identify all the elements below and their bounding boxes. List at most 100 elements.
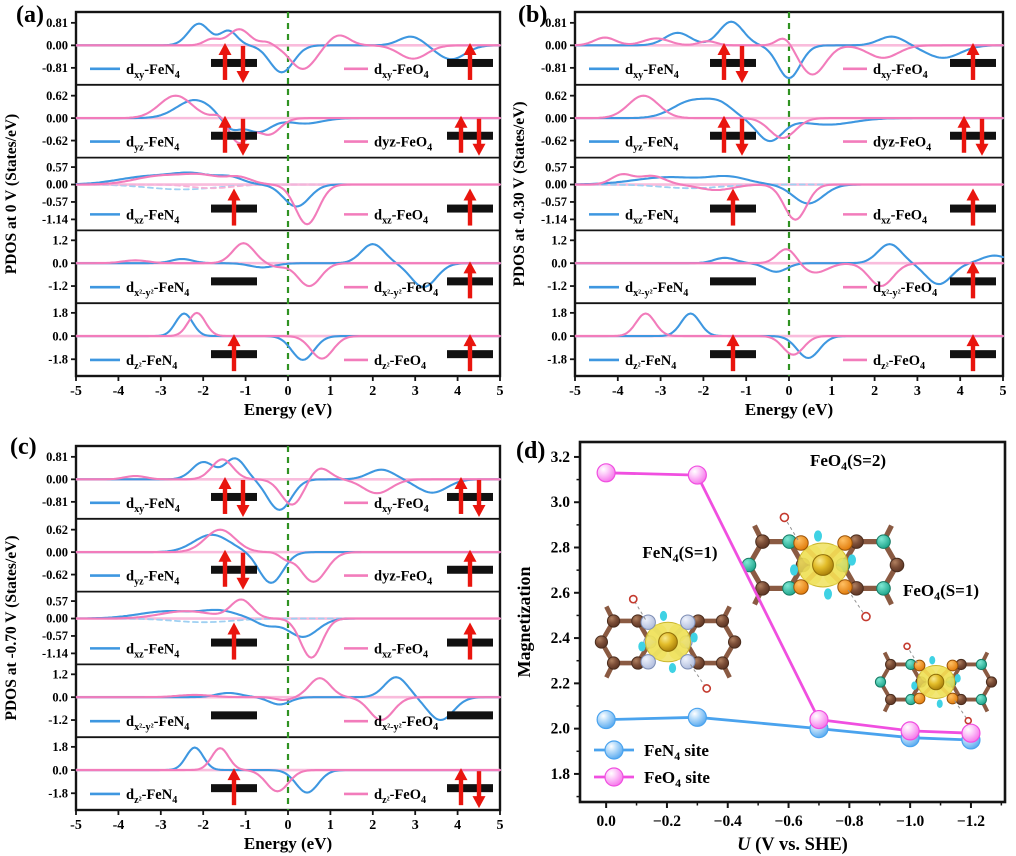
svg-text:FeO4 site: FeO4 site — [644, 768, 710, 790]
svg-text:dx²-y²-FeO4: dx²-y²-FeO4 — [374, 280, 438, 299]
spin-level-up-down — [211, 115, 257, 156]
svg-text:4: 4 — [454, 384, 461, 399]
svg-text:0.0: 0.0 — [52, 690, 68, 704]
svg-text:0.0: 0.0 — [551, 329, 567, 343]
svg-text:4: 4 — [957, 384, 964, 399]
svg-text:2: 2 — [871, 384, 878, 399]
svg-text:-1.2: -1.2 — [547, 279, 567, 293]
svg-text:dxy-FeN4: dxy-FeN4 — [625, 62, 679, 81]
data-point — [687, 465, 707, 485]
panel-label-c: (c) — [10, 434, 37, 460]
pdos-subpanel-dz2: 1.8 0.0 -1.8 dz²-FeN4 dz²-FeO4 — [48, 740, 502, 809]
svg-text:dxy-FeO4: dxy-FeO4 — [374, 62, 429, 81]
svg-text:3.0: 3.0 — [551, 494, 571, 511]
spin-level-up — [950, 188, 996, 226]
spin-level-none — [211, 711, 257, 720]
svg-text:0.00: 0.00 — [46, 473, 68, 487]
svg-text:-1.14: -1.14 — [42, 647, 69, 661]
svg-text:1: 1 — [828, 384, 835, 399]
data-point — [809, 709, 829, 730]
svg-text:-4: -4 — [113, 384, 125, 399]
svg-text:-0.62: -0.62 — [42, 134, 68, 148]
svg-text:dz²-FeN4: dz²-FeN4 — [126, 353, 177, 372]
pdos-axes: -5 -4 -3 -2 -1 0 1 2 3 4 5 Energy (eV) PDOS at -0.30… — [511, 10, 1007, 419]
pdos-subpanel-dx2-y2: 1.2 0.0 -1.2 dx²-y²-FeN4 dx²-y²-FeO4 — [547, 234, 1005, 299]
svg-text:2: 2 — [369, 384, 376, 399]
svg-text:-2: -2 — [698, 384, 710, 399]
spin-level-up-down — [211, 549, 257, 590]
svg-text:Energy (eV): Energy (eV) — [244, 834, 332, 853]
svg-text:-4: -4 — [113, 818, 125, 833]
svg-text:FeN4(S=1): FeN4(S=1) — [642, 543, 717, 565]
svg-text:1: 1 — [327, 818, 334, 833]
svg-text:Energy (eV): Energy (eV) — [745, 400, 833, 419]
molecule-inset-FeO4-S2 — [741, 512, 905, 622]
svg-text:1.2: 1.2 — [52, 234, 68, 248]
svg-text:1.8: 1.8 — [551, 766, 571, 783]
spin-level-up — [710, 188, 756, 226]
svg-text:-1: -1 — [240, 818, 252, 833]
svg-text:dxz-FeN4: dxz-FeN4 — [126, 207, 179, 226]
svg-text:0.00: 0.00 — [46, 545, 68, 559]
spin-level-up-down — [950, 115, 996, 156]
svg-text:-0.81: -0.81 — [541, 61, 567, 75]
svg-text:0.0: 0.0 — [551, 256, 567, 270]
annotations: FeN4(S=1) FeO4(S=2) FeO4(S=1) — [642, 451, 979, 603]
svg-text:2.8: 2.8 — [551, 540, 571, 557]
svg-text:-1.14: -1.14 — [541, 213, 568, 227]
svg-text:-1: -1 — [240, 384, 252, 399]
panel-label-b: (b) — [518, 2, 548, 28]
svg-text:0.00: 0.00 — [46, 111, 68, 125]
pdos-subpanel-dxy: 0.81 0.00 -0.81 dxy-FeN4 dxy-FeO4 — [42, 16, 502, 83]
svg-text:0.00: 0.00 — [46, 612, 68, 626]
spin-level-none — [710, 277, 756, 286]
svg-text:dz²-FeN4: dz²-FeN4 — [126, 787, 177, 806]
svg-text:dyz-FeO4: dyz-FeO4 — [374, 135, 432, 154]
pdos-subpanel-dxz: 0.57 0.00 -0.57 -1.14 dxz-FeN4 dxz-FeO4 — [42, 160, 502, 227]
svg-text:FeN4 site: FeN4 site — [644, 741, 709, 763]
svg-text:-0.81: -0.81 — [42, 61, 68, 75]
svg-text:dxz-FeN4: dxz-FeN4 — [126, 641, 179, 660]
spin-level-up — [447, 42, 493, 80]
svg-text:0: 0 — [285, 384, 292, 399]
svg-text:5: 5 — [1000, 384, 1007, 399]
svg-text:0.81: 0.81 — [545, 16, 567, 30]
svg-text:-1: -1 — [740, 384, 752, 399]
svg-text:-5: -5 — [569, 384, 581, 399]
svg-text:-1.8: -1.8 — [547, 352, 567, 366]
molecule-inset-FeN4-S1 — [594, 594, 742, 693]
svg-text:0.00: 0.00 — [46, 39, 68, 53]
svg-text:-5: -5 — [70, 384, 82, 399]
spin-level-up — [710, 334, 756, 372]
pdos-subpanel-dxy: 0.81 0.00 -0.81 dxy-FeN4 dxy-FeO4 — [541, 16, 1005, 83]
spin-level-up — [447, 549, 493, 587]
spin-level-up — [950, 42, 996, 80]
svg-text:dxy-FeO4: dxy-FeO4 — [374, 496, 429, 515]
svg-text:0.62: 0.62 — [46, 523, 68, 537]
svg-text:-4: -4 — [612, 384, 624, 399]
svg-text:1: 1 — [327, 384, 334, 399]
pdos-subpanel-dyz: 0.62 0.00 -0.62 dyz-FeN4 dyz-FeO4 — [541, 89, 1005, 156]
svg-text:0.62: 0.62 — [545, 89, 567, 103]
spin-level-up — [211, 334, 257, 372]
mag-axes: 0.0 −0.2 −0.4 −0.6 −0.8 −1.0 −1.2 1.8 2.0 2.2 2.4 2… — [514, 440, 1007, 855]
spin-level-none — [211, 277, 257, 286]
svg-text:3: 3 — [412, 384, 419, 399]
svg-text:dx²-y²-FeN4: dx²-y²-FeN4 — [126, 280, 189, 299]
svg-text:0.00: 0.00 — [545, 178, 567, 192]
spin-level-up-down — [447, 115, 493, 156]
svg-text:−1.0: −1.0 — [896, 813, 924, 830]
spin-level-up-down — [447, 768, 493, 809]
svg-text:-5: -5 — [70, 818, 82, 833]
magnetization-chart: FeN4(S=1) FeO4(S=2) FeO4(S=1) 0.0 −0.2 −0.4 −0… — [514, 440, 1007, 855]
pdos-chart-minus070V: -5 -4 -3 -2 -1 0 1 2 3 4 5 Energy (eV) PDOS at -0.70… — [3, 444, 504, 853]
svg-text:3.2: 3.2 — [551, 449, 571, 466]
svg-text:-1.2: -1.2 — [48, 279, 68, 293]
data-point — [900, 721, 920, 741]
svg-text:0.57: 0.57 — [46, 594, 68, 608]
svg-text:−0.6: −0.6 — [774, 813, 802, 830]
svg-text:-0.57: -0.57 — [541, 195, 567, 209]
pdos-subpanel-dyz: 0.62 0.00 -0.62 dyz-FeN4 dyz-FeO4 — [42, 523, 502, 590]
svg-text:dyz-FeO4: dyz-FeO4 — [873, 135, 931, 154]
